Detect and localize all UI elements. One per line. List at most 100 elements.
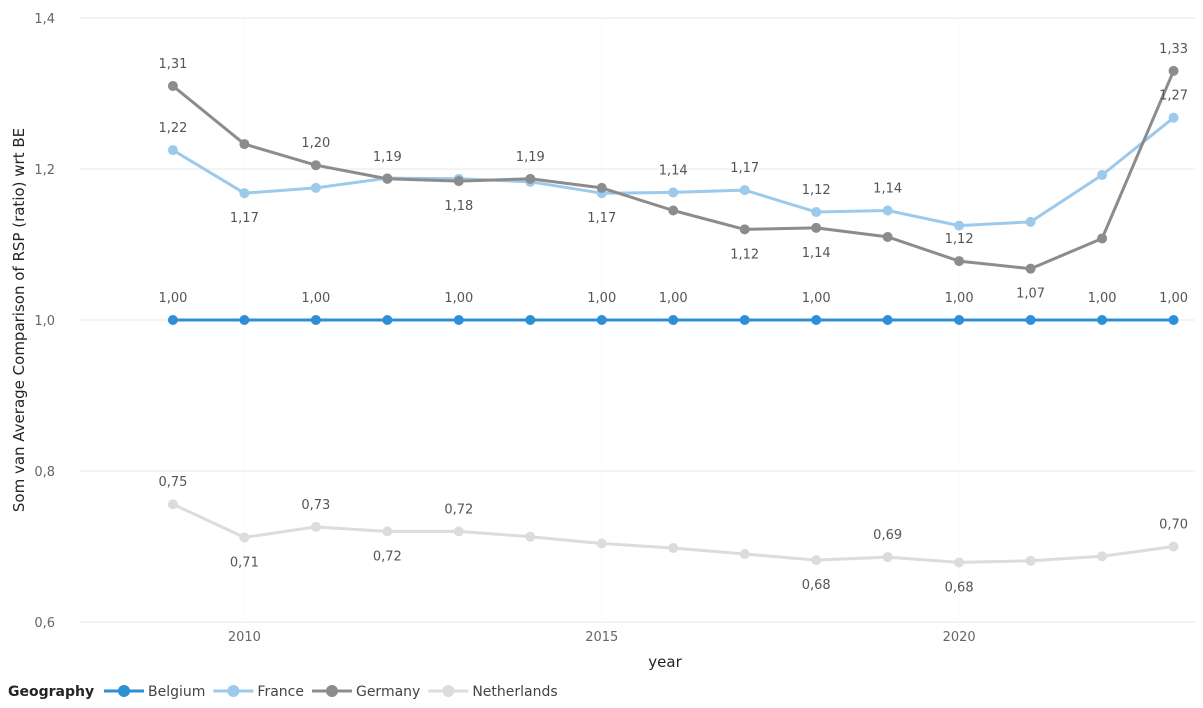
data-point-netherlands [310,521,321,532]
data-label-netherlands: 0,72 [373,549,402,564]
data-point-germany [453,176,464,187]
data-label-germany: 1,20 [301,136,330,151]
data-point-netherlands [239,532,250,543]
data-label-germany: 1,18 [444,199,473,214]
y-tick-label: 0,8 [34,465,55,480]
legend: Geography Belgium France Germany Netherland… [8,684,558,700]
data-point-netherlands [1025,555,1036,566]
data-label-france: 1,17 [730,161,759,176]
data-point-france [1025,216,1036,227]
data-label-netherlands: 0,69 [873,528,902,543]
data-point-france [1097,170,1108,181]
data-point-belgium [668,315,679,325]
legend-marker-netherlands [442,685,455,697]
data-label-belgium: 1,00 [659,291,688,306]
data-point-belgium [596,315,607,325]
legend-item-germany[interactable]: Germany [311,684,420,700]
data-label-germany: 1,14 [802,246,831,261]
data-label-france: 1,14 [659,163,688,178]
legend-item-netherlands[interactable]: Netherlands [428,684,558,700]
data-point-belgium [811,315,822,325]
x-tick-label: 2015 [585,630,618,645]
data-point-netherlands [596,538,607,549]
data-point-germany [167,80,178,91]
legend-item-belgium[interactable]: Belgium [104,684,205,700]
y-axis-title: Som van Average Comparison of RSP (ratio… [10,128,28,512]
data-labels: 1,00 1,00 1,00 1,00 1,00 1,00 1,00 1,00 1,00 1,22… [158,42,1188,596]
data-label-netherlands: 0,68 [945,580,974,595]
data-label-france: 1,12 [802,183,831,198]
legend-label-belgium: Belgium [148,684,205,700]
data-point-germany [596,182,607,193]
data-label-france: 1,17 [230,211,259,226]
data-label-belgium: 1,00 [587,291,616,306]
data-point-france [167,145,178,156]
data-point-germany [525,173,536,184]
data-label-belgium: 1,00 [301,291,330,306]
data-label-belgium: 1,00 [444,291,473,306]
data-label-belgium: 1,00 [1088,291,1117,306]
data-point-netherlands [1168,541,1179,552]
legend-label-netherlands: Netherlands [472,684,557,700]
data-point-netherlands [1097,551,1108,562]
legend-label-germany: Germany [356,684,420,700]
x-tick-label: 2010 [228,630,261,645]
data-label-netherlands: 0,72 [444,502,473,517]
data-label-belgium: 1,00 [158,291,187,306]
data-point-belgium [1097,315,1108,325]
data-point-belgium [453,315,464,325]
data-point-germany [1097,233,1108,244]
data-label-germany: 1,31 [158,57,187,72]
x-axis-title: year [648,653,682,671]
data-point-france [811,207,822,218]
y-tick-label: 1,0 [34,314,55,329]
data-point-germany [1168,65,1179,76]
data-label-france: 1,14 [873,182,902,197]
data-point-germany [1025,263,1036,274]
data-point-netherlands [453,526,464,537]
data-label-germany: 1,33 [1159,42,1188,57]
data-point-belgium [1168,315,1179,325]
data-point-belgium [1025,315,1036,325]
data-label-netherlands: 0,68 [802,578,831,593]
data-label-france: 1,27 [1159,89,1188,104]
data-point-france [954,220,965,231]
data-point-germany [954,256,965,267]
data-label-belgium: 1,00 [802,291,831,306]
axes: year Som van Average Comparison of RSP (… [10,12,976,671]
data-point-germany [811,222,822,233]
data-point-belgium [239,315,250,325]
legend-marker-germany [325,685,338,697]
legend-marker-belgium [118,685,130,697]
data-label-germany: 1,12 [945,232,974,247]
data-label-france: 1,22 [158,121,187,136]
data-label-germany: 1,19 [373,150,402,165]
data-point-netherlands [167,499,178,510]
data-point-france [739,185,750,196]
legend-item-france[interactable]: France [213,684,304,700]
data-point-germany [882,231,893,242]
data-label-netherlands: 0,73 [301,498,330,513]
data-label-netherlands: 0,70 [1159,518,1188,533]
data-label-belgium: 1,00 [945,291,974,306]
data-point-netherlands [739,549,750,560]
data-point-netherlands [811,555,822,566]
data-point-france [239,188,250,199]
data-label-france: 1,17 [587,211,616,226]
legend-label-france: France [257,684,304,700]
data-label-germany: 1,19 [516,150,545,165]
data-point-france [1168,112,1179,123]
data-point-germany [239,139,250,150]
data-point-netherlands [382,526,393,537]
data-point-france [668,187,679,198]
data-point-france [310,182,321,193]
legend-title: Geography [8,684,94,700]
data-point-belgium [525,315,536,325]
data-point-netherlands [954,557,965,568]
y-tick-label: 0,6 [34,616,55,631]
data-point-netherlands [882,552,893,563]
data-label-netherlands: 0,71 [230,555,259,570]
data-label-netherlands: 0,75 [158,475,187,490]
data-point-netherlands [525,531,536,542]
